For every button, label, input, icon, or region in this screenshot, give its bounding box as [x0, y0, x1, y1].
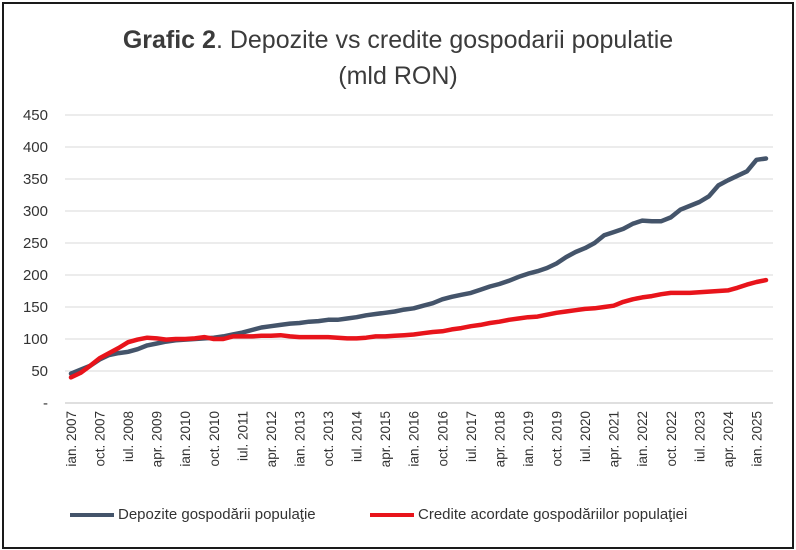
- y-tick-label: 150: [23, 299, 48, 316]
- x-tick-label: oct. 2010: [207, 411, 222, 467]
- x-tick-label: ian. 2022: [635, 411, 650, 467]
- x-tick-label: iul. 2023: [692, 411, 707, 462]
- x-tick-label: apr. 2012: [264, 411, 279, 467]
- x-tick-label: ian. 2013: [292, 411, 307, 467]
- x-tick-label: iul. 2008: [121, 411, 136, 462]
- chart-title-bold: Grafic 2: [122, 26, 216, 54]
- x-tick-label: apr. 2009: [150, 411, 165, 467]
- chart-title: Grafic 2. Depozite vs credite gospodarii…: [0, 22, 796, 94]
- x-tick-label: ian. 2007: [64, 411, 79, 467]
- gridlines: [65, 114, 773, 404]
- legend-label-deposits: Depozite gospodării populaţie: [118, 506, 316, 523]
- y-tick-label: 400: [23, 139, 48, 156]
- y-tick-label: 450: [23, 107, 48, 124]
- x-tick-label: iul. 2014: [350, 411, 365, 463]
- x-tick-label: ian. 2019: [521, 411, 536, 467]
- legend: Depozite gospodării populaţie Credite ac…: [0, 506, 796, 530]
- legend-item-deposits: Depozite gospodării populaţie: [70, 506, 316, 523]
- x-tick-label: ian. 2010: [178, 411, 193, 467]
- y-tick-label: 200: [23, 267, 48, 284]
- x-tick-label: apr. 2018: [492, 411, 507, 467]
- x-tick-label: oct. 2019: [550, 411, 565, 467]
- x-tick-label: ian. 2016: [407, 411, 422, 467]
- x-tick-label: iul. 2011: [235, 411, 250, 461]
- y-tick-label: -: [43, 395, 48, 412]
- x-tick-label: oct. 2007: [93, 411, 108, 467]
- x-tick-label: apr. 2021: [607, 411, 622, 467]
- legend-swatch-deposits: [70, 512, 114, 517]
- y-axis-ticks: - 50 100 150 200 250 300 350 400 450: [23, 107, 48, 412]
- series-line-deposits: [68, 156, 769, 376]
- x-tick-label: oct. 2022: [664, 411, 679, 467]
- y-tick-label: 250: [23, 235, 48, 252]
- x-tick-label: apr. 2024: [721, 411, 736, 468]
- y-tick-label: 50: [31, 363, 48, 380]
- x-tick-label: iul. 2017: [464, 411, 479, 462]
- y-tick-label: 300: [23, 203, 48, 220]
- series-line-loans: [68, 277, 769, 380]
- x-axis-ticks: ian. 2007 oct. 2007 iul. 2008 apr. 2009 ian.…: [64, 411, 764, 468]
- x-tick-label: ian. 2025: [749, 411, 764, 467]
- y-tick-label: 350: [23, 171, 48, 188]
- x-tick-label: iul. 2020: [578, 411, 593, 462]
- chart-title-rest: . Depozite vs credite gospodarii populat…: [215, 26, 674, 54]
- legend-item-loans: Credite acordate gospodăriilor populaţie…: [370, 506, 687, 523]
- x-tick-label: oct. 2013: [321, 411, 336, 467]
- x-tick-label: apr. 2015: [378, 411, 393, 467]
- x-tick-label: oct. 2016: [435, 411, 450, 467]
- legend-swatch-loans: [370, 512, 414, 517]
- legend-label-loans: Credite acordate gospodăriilor populaţie…: [418, 506, 688, 523]
- chart-subtitle: (mld RON): [338, 62, 458, 90]
- y-tick-label: 100: [23, 331, 48, 348]
- series-lines: [68, 156, 769, 380]
